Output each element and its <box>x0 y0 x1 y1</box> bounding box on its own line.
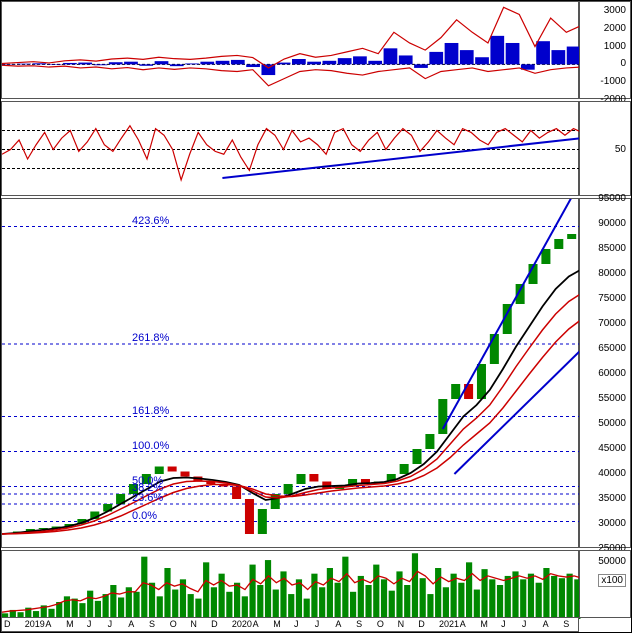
xaxis-label: A <box>253 619 259 629</box>
xaxis-label: S <box>356 619 362 629</box>
price-yaxis: 2500030000350004000045000500005500060000… <box>579 198 631 548</box>
xaxis-label: 2021 <box>439 619 459 629</box>
price-svg <box>2 199 582 549</box>
top-indicator-panel <box>1 1 579 99</box>
xaxis-label: S <box>149 619 155 629</box>
volume-panel <box>1 550 579 618</box>
xaxis-label: A <box>45 619 51 629</box>
xaxis-label: S <box>563 619 569 629</box>
xaxis-label: M <box>66 619 74 629</box>
xaxis-label: J <box>87 619 92 629</box>
xaxis-label: N <box>190 619 197 629</box>
oscillator-panel <box>1 101 579 196</box>
xaxis-label: N <box>398 619 405 629</box>
axis-tick-label: -1000 <box>600 76 626 87</box>
axis-tick-label: 55000 <box>598 393 626 404</box>
axis-tick-label: 75000 <box>598 293 626 304</box>
axis-tick-label: 3000 <box>604 5 626 16</box>
axis-tick-label: 45000 <box>598 443 626 454</box>
axis-tick-label: 1000 <box>604 41 626 52</box>
fib-level-label: 23.6% <box>132 492 163 504</box>
top-yaxis: -2000-10000100020003000 <box>579 1 631 99</box>
xaxis-label: O <box>377 619 384 629</box>
axis-tick-label: 50000 <box>598 418 626 429</box>
xaxis-label: M <box>480 619 488 629</box>
xaxis-label: D <box>4 619 11 629</box>
axis-tick-label: 70000 <box>598 318 626 329</box>
axis-tick-label: 95000 <box>598 193 626 204</box>
fib-level-label: 0.0% <box>132 510 157 522</box>
axis-tick-label: 40000 <box>598 468 626 479</box>
xaxis-label: J <box>501 619 506 629</box>
axis-tick-label: 30000 <box>598 518 626 529</box>
top-indicator-svg <box>2 2 582 100</box>
axis-tick-label: 0 <box>620 58 626 69</box>
axis-tick-label: 80000 <box>598 268 626 279</box>
xaxis-label: D <box>418 619 425 629</box>
xaxis-label: A <box>335 619 341 629</box>
axis-tick-label: 90000 <box>598 218 626 229</box>
xaxis-label: J <box>522 619 527 629</box>
price-panel: 423.6%261.8%161.8%100.0%50.0%38.2%23.6%0… <box>1 198 579 548</box>
volume-multiplier: x100 <box>598 574 626 587</box>
fib-level-label: 423.6% <box>132 215 169 227</box>
xaxis-label: J <box>315 619 320 629</box>
xaxis-label: J <box>294 619 299 629</box>
xaxis-label: A <box>128 619 134 629</box>
axis-tick-label: 2000 <box>604 23 626 34</box>
chart-container: -2000-10000100020003000 50 423.6%261.8%1… <box>0 0 632 633</box>
xaxis-label: 2020 <box>232 619 252 629</box>
xaxis-label: D <box>211 619 218 629</box>
xaxis-label: M <box>273 619 281 629</box>
xaxis-label: A <box>460 619 466 629</box>
xaxis-label: J <box>108 619 113 629</box>
axis-tick-label: 35000 <box>598 493 626 504</box>
axis-tick-label: 50 <box>615 144 626 155</box>
fib-level-label: 161.8% <box>132 405 169 417</box>
oscillator-svg <box>2 102 582 197</box>
fib-level-label: 100.0% <box>132 440 169 452</box>
xaxis-label: O <box>170 619 177 629</box>
fib-level-label: 261.8% <box>132 332 169 344</box>
volume-yaxis: x100 50000 <box>579 550 631 618</box>
volume-svg <box>2 551 582 619</box>
axis-tick-label: 65000 <box>598 343 626 354</box>
axis-tick-label: 50000 <box>598 556 626 567</box>
xaxis-label: 2019 <box>25 619 45 629</box>
oscillator-yaxis: 50 <box>579 101 631 196</box>
time-xaxis: D2019AMJJASOND2020AMJJASOND2021AMJJAS <box>1 617 579 632</box>
axis-tick-label: 85000 <box>598 243 626 254</box>
axis-tick-label: 60000 <box>598 368 626 379</box>
xaxis-label: A <box>543 619 549 629</box>
